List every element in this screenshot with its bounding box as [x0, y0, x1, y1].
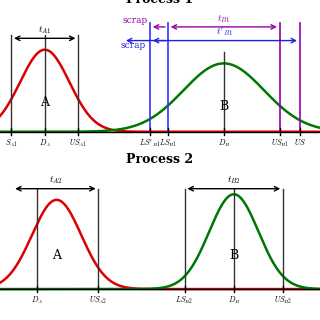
Text: $LS_{B2}$: $LS_{B2}$	[175, 295, 194, 306]
Text: $US_{A1}$: $US_{A1}$	[69, 137, 87, 149]
Text: A: A	[52, 249, 61, 262]
Text: $t_{A2}$: $t_{A2}$	[49, 175, 62, 187]
Title: Process 1: Process 1	[126, 0, 194, 6]
Text: $D_B$: $D_B$	[228, 295, 240, 306]
Text: $D_A$: $D_A$	[39, 137, 51, 149]
Text: $US_{B1}$: $US_{B1}$	[271, 137, 289, 149]
Text: $LS_{B1}$: $LS_{B1}$	[159, 137, 177, 149]
Text: scrap: scrap	[123, 16, 148, 25]
Text: $t'_{B1}$: $t'_{B1}$	[216, 25, 234, 38]
Text: $D_B$: $D_B$	[218, 137, 230, 149]
Text: $t_{A1}$: $t_{A1}$	[38, 24, 52, 36]
Text: $LS'_{B1}$: $LS'_{B1}$	[139, 137, 161, 149]
Text: $t_{B1}$: $t_{B1}$	[217, 13, 231, 25]
Text: $US_{A2}$: $US_{A2}$	[89, 295, 108, 306]
Text: $S_{A1}$: $S_{A1}$	[5, 137, 18, 149]
Text: B: B	[229, 249, 238, 262]
Text: B: B	[219, 100, 228, 113]
Text: scrap: scrap	[120, 41, 146, 50]
Text: A: A	[40, 96, 49, 108]
Text: $US_{B2}$: $US_{B2}$	[274, 295, 292, 306]
Text: $t_{B2}$: $t_{B2}$	[227, 175, 241, 187]
Title: Process 2: Process 2	[126, 153, 194, 166]
Text: $US$: $US$	[294, 137, 306, 148]
Text: $D_A$: $D_A$	[31, 295, 43, 306]
